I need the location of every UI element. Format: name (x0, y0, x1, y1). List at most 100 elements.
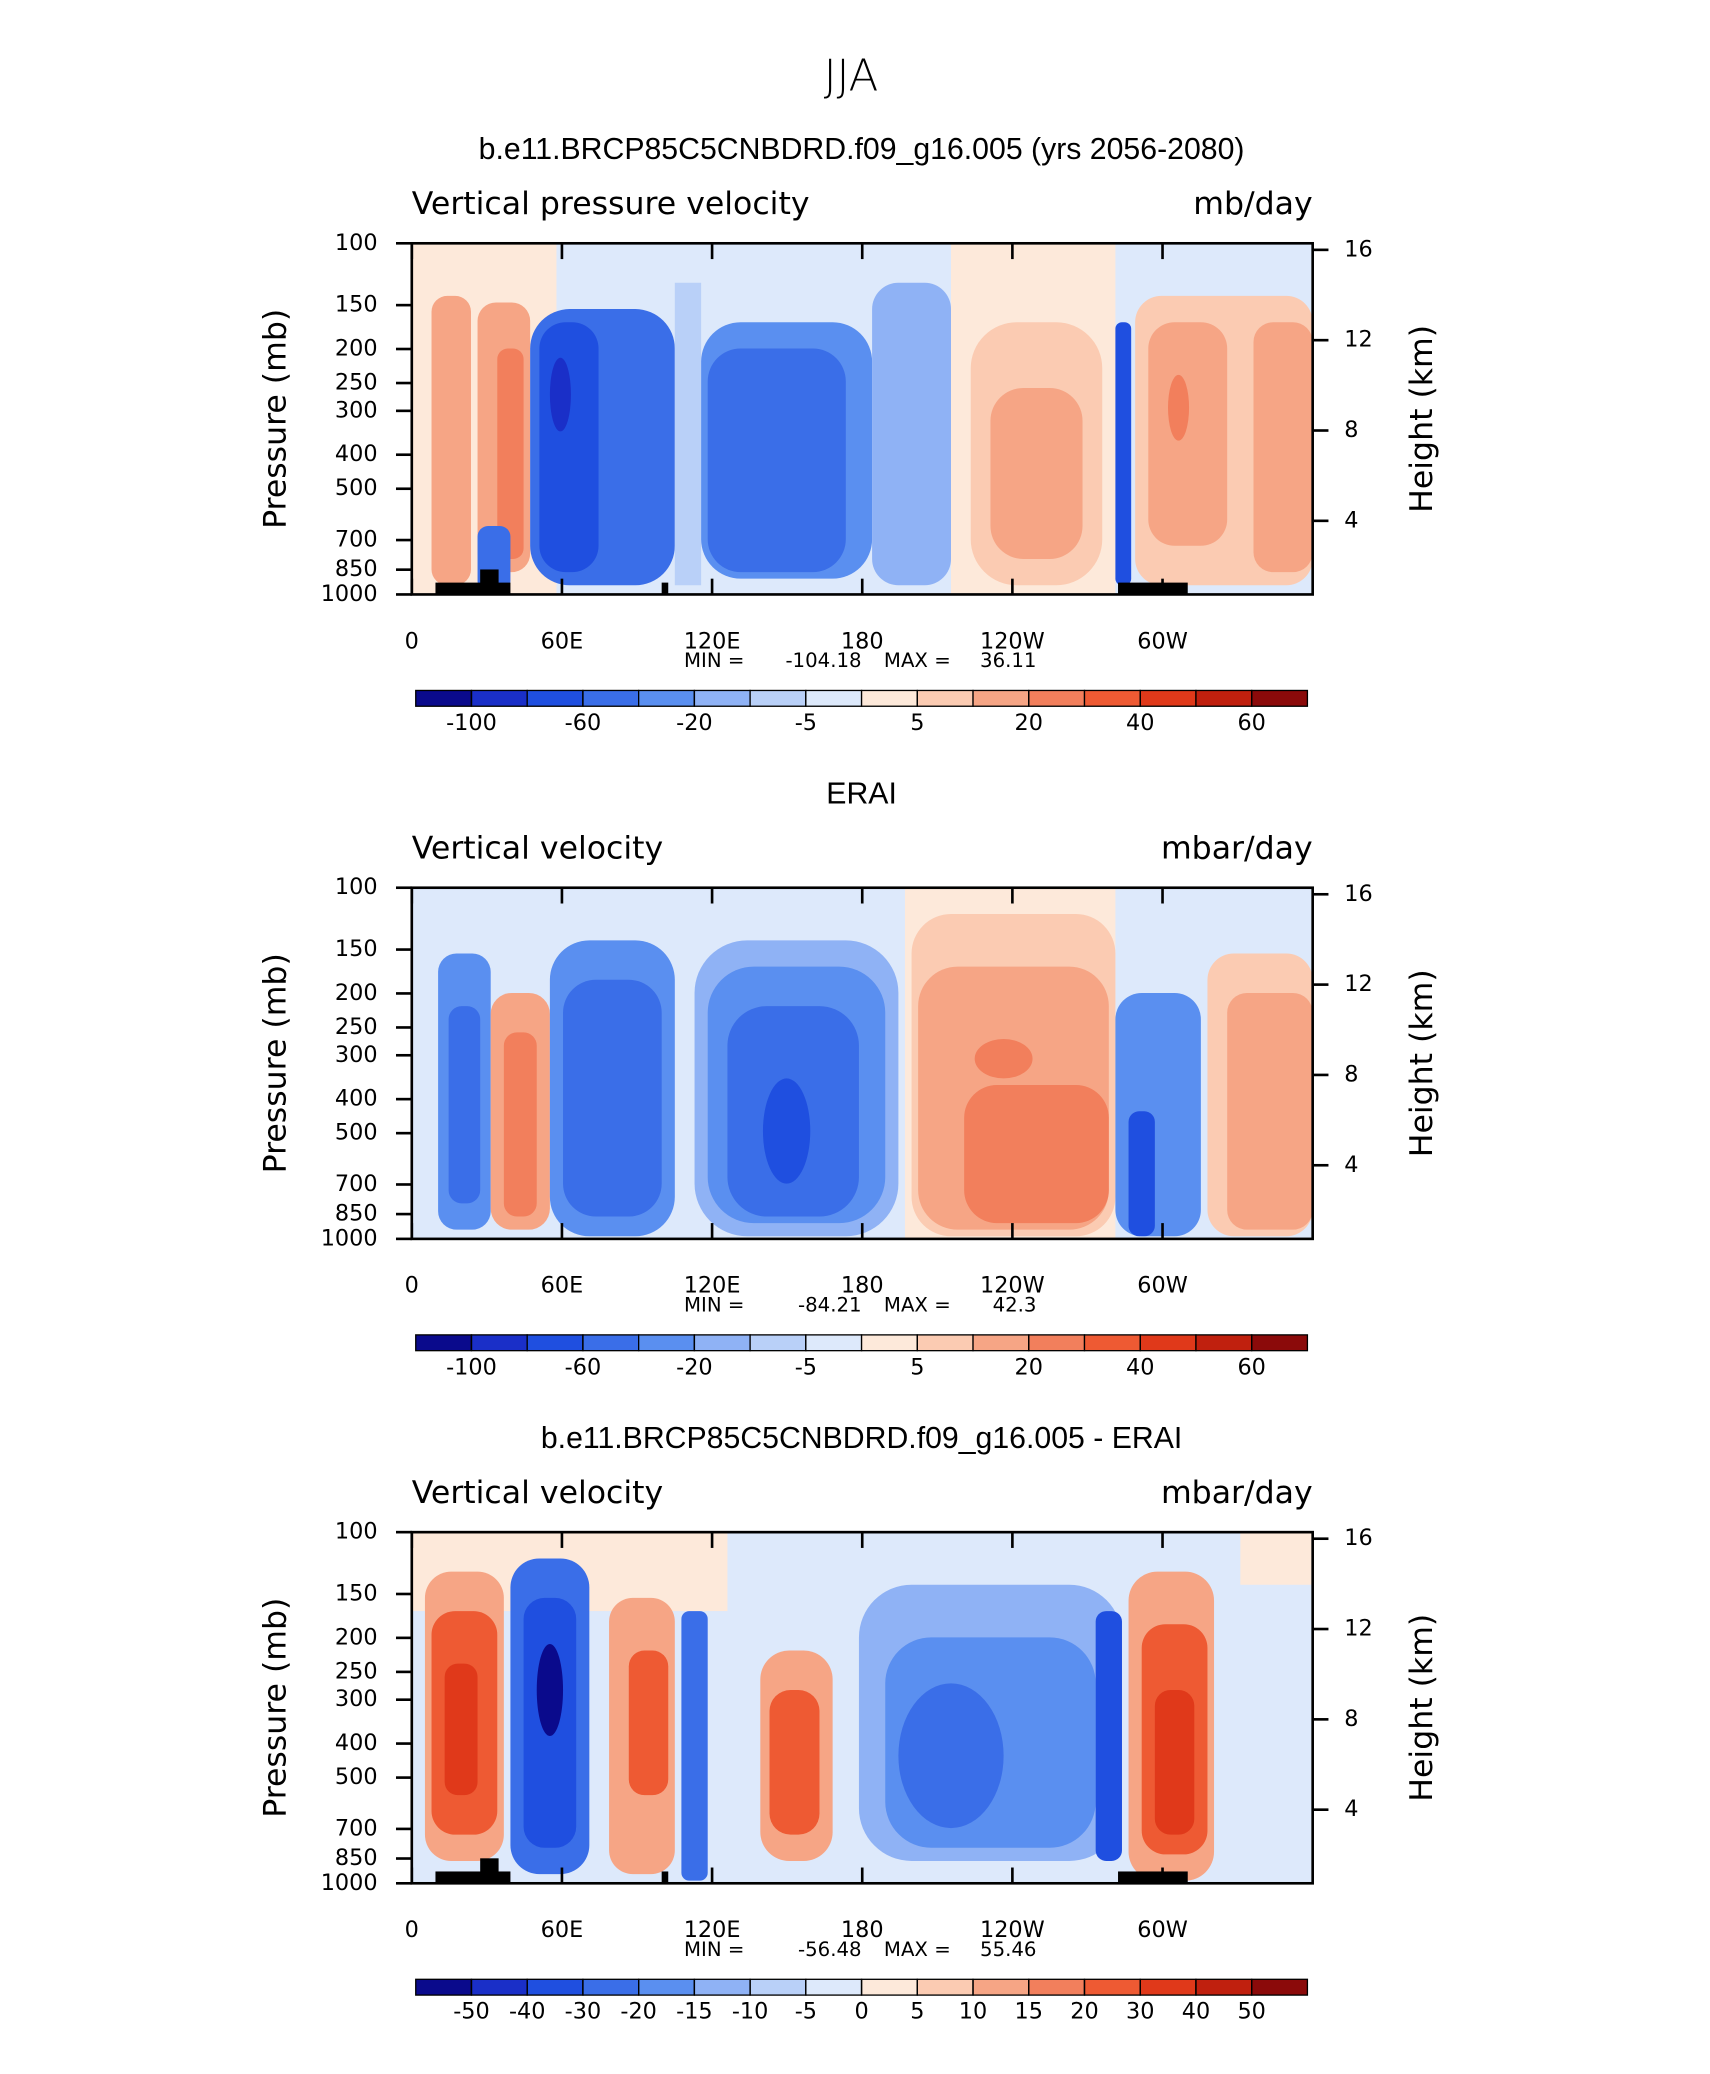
y2-tick-label: 4 (1344, 507, 1358, 533)
y-tick-label: 300 (335, 397, 378, 423)
y-tick-label: 500 (335, 1120, 378, 1146)
max-value: 55.46 (980, 1938, 1036, 1961)
colorbar-label: -20 (676, 710, 712, 736)
left-label: Vertical pressure velocity (412, 186, 810, 222)
y2-tick-label: 4 (1344, 1796, 1358, 1822)
x-tick-label: 60E (541, 1917, 584, 1943)
colorbar-box (415, 1334, 473, 1352)
max-value: 36.11 (980, 649, 1036, 672)
y-tick-label: 700 (335, 1171, 378, 1197)
y2-tick-label: 12 (1344, 971, 1372, 997)
x-tick-label: 120W (980, 1917, 1045, 1943)
y-tick-label: 250 (335, 370, 378, 396)
colorbar-box (637, 1978, 696, 1996)
y-tick-label: 400 (335, 1730, 378, 1756)
colorbar-box (1139, 1334, 1197, 1352)
y2-axis-label: Height (km) (1404, 969, 1440, 1157)
colorbar-label: 20 (1070, 1999, 1098, 2025)
y2-tick-label: 12 (1344, 327, 1372, 353)
y2-tick-label: 8 (1344, 417, 1358, 443)
colorbar-label: -5 (795, 1354, 817, 1380)
colorbar-box (470, 1334, 528, 1352)
max-label: MAX = (884, 1938, 951, 1961)
max-label: MAX = (884, 1293, 951, 1316)
y-tick-label: 400 (335, 1086, 378, 1112)
min-label: MIN = (684, 1938, 744, 1961)
colorbar-box (749, 1978, 807, 1996)
y-axis-label: Pressure (mb) (257, 953, 293, 1173)
x-tick-label: 0 (405, 1917, 419, 1943)
contour-field (411, 887, 1313, 1239)
colorbar-box (860, 1334, 918, 1352)
contour-field (411, 243, 1313, 595)
x-tick-label: 180 (841, 1273, 884, 1299)
colorbar-box (860, 689, 918, 707)
colorbar-box (1195, 1334, 1253, 1352)
colorbar-box (693, 689, 751, 707)
colorbar-box (526, 689, 584, 707)
max-label: MAX = (884, 649, 951, 672)
y-tick-label: 100 (335, 874, 378, 900)
colorbar-box (470, 689, 528, 707)
contour-field (411, 1532, 1313, 1884)
colorbar-box (916, 1334, 974, 1352)
colorbar-label: 40 (1126, 710, 1154, 736)
colorbar-box (582, 1334, 640, 1352)
y-tick-label: 150 (335, 1580, 378, 1606)
x-tick-label: 120E (684, 628, 741, 654)
y-tick-label: 100 (335, 230, 378, 256)
y2-tick-label: 16 (1344, 1525, 1372, 1551)
colorbar-box (582, 689, 640, 707)
colorbar-label: 60 (1237, 1354, 1265, 1380)
y-tick-label: 250 (335, 1014, 378, 1040)
min-label: MIN = (684, 649, 744, 672)
colorbar-label: 60 (1237, 710, 1265, 736)
y-tick-label: 1000 (321, 1870, 378, 1896)
colorbar-box (1139, 1978, 1197, 1996)
min-value: -84.21 (798, 1293, 862, 1316)
y-tick-label: 300 (335, 1042, 378, 1068)
colorbar-label: -50 (453, 1999, 490, 2025)
colorbar-label: 40 (1126, 1354, 1154, 1380)
colorbar-box (582, 1978, 640, 1996)
colorbar-label: -5 (795, 1999, 817, 2025)
y-tick-label: 200 (335, 1624, 378, 1650)
y2-tick-label: 16 (1344, 236, 1372, 262)
colorbar-box (526, 1334, 584, 1352)
y-tick-label: 400 (335, 441, 378, 467)
panel-title: b.e11.BRCP85C5CNBDRD.f09_g16.005 (yrs 20… (479, 133, 1245, 166)
x-tick-label: 0 (405, 1273, 419, 1299)
y-axis-label: Pressure (mb) (257, 1598, 293, 1818)
y-tick-label: 850 (335, 1845, 378, 1871)
colorbar-label: 10 (959, 1999, 987, 2025)
y-tick-label: 150 (335, 936, 378, 962)
x-tick-label: 60W (1137, 628, 1188, 654)
colorbar-box (972, 1334, 1030, 1352)
x-tick-label: 60W (1137, 1273, 1188, 1299)
units-label: mbar/day (1161, 1475, 1313, 1511)
colorbar-label: 5 (910, 1354, 924, 1380)
min-label: MIN = (684, 1293, 744, 1316)
colorbar-box (415, 1978, 473, 1996)
colorbar-label: -20 (620, 1999, 657, 2025)
x-tick-label: 120W (980, 628, 1045, 654)
y-tick-label: 200 (335, 980, 378, 1006)
x-tick-label: 180 (841, 628, 884, 654)
x-tick-label: 60E (541, 1273, 584, 1299)
y2-tick-label: 8 (1344, 1061, 1358, 1087)
y-tick-label: 700 (335, 1815, 378, 1841)
colorbar-label: -100 (446, 1354, 497, 1380)
colorbar-box (1139, 689, 1197, 707)
y-tick-label: 1000 (321, 581, 378, 607)
colorbar-box (749, 1334, 807, 1352)
units-label: mb/day (1193, 186, 1312, 222)
colorbar-box (805, 1334, 863, 1352)
y2-tick-label: 8 (1344, 1706, 1358, 1732)
colorbar-label: 20 (1015, 710, 1043, 736)
colorbar-label: -100 (446, 710, 497, 736)
y-tick-label: 850 (335, 1201, 378, 1227)
left-label: Vertical velocity (412, 831, 663, 867)
y-axis-label: Pressure (mb) (257, 309, 293, 529)
colorbar-box (1083, 1334, 1141, 1352)
